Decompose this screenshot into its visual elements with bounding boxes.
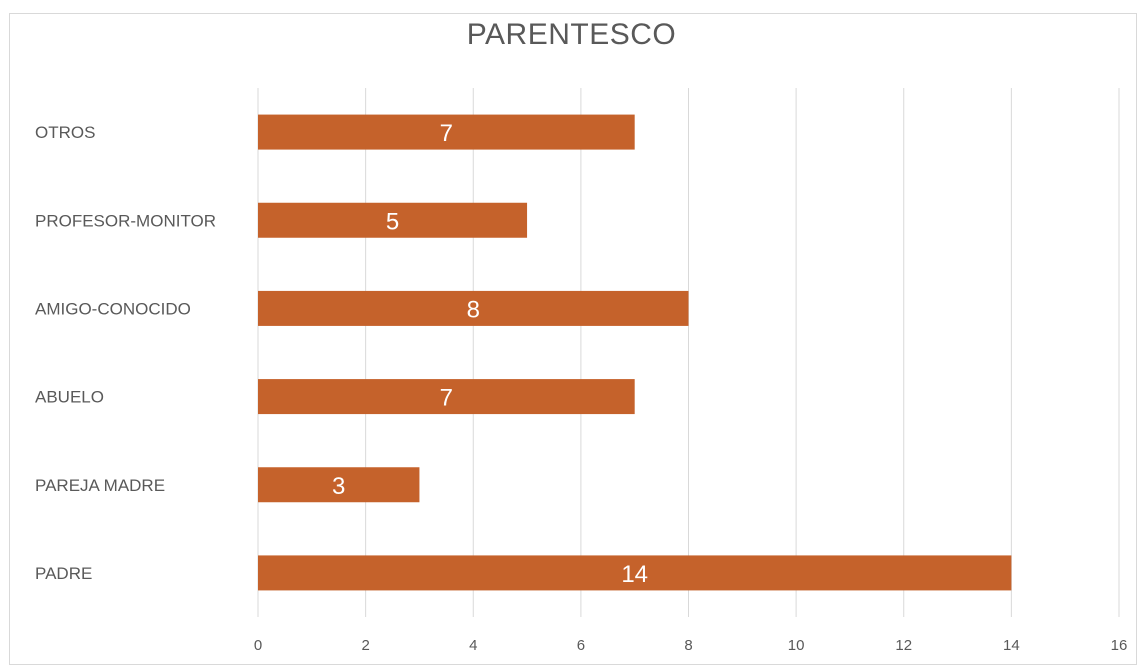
bar: [258, 379, 635, 415]
bar: [258, 467, 420, 503]
x-tick-label: 8: [684, 637, 692, 654]
data-label: 7: [440, 120, 453, 147]
data-label: 14: [621, 561, 648, 588]
data-label: 5: [386, 208, 399, 235]
data-label: 8: [467, 296, 480, 323]
x-tick-label: 0: [254, 637, 262, 654]
x-tick-label: 10: [788, 637, 805, 654]
x-tick-label: 16: [1111, 637, 1128, 654]
x-tick-label: 6: [577, 637, 585, 654]
category-labels: OTROS PROFESOR-MONITOR AMIGO-CONOCIDO ABUEL…: [35, 123, 216, 583]
bars: 7 5 8 7 3 14: [258, 114, 1012, 591]
category-label: PADRE: [35, 564, 92, 583]
chart-title: PARENTESCO: [466, 18, 677, 51]
x-tick-label: 2: [361, 637, 369, 654]
data-label: 3: [332, 473, 345, 500]
category-label: ABUELO: [35, 388, 104, 407]
category-label: PAREJA MADRE: [35, 476, 165, 495]
category-label: OTROS: [35, 123, 95, 142]
gridlines: [257, 88, 1120, 617]
x-tick-label: 4: [469, 637, 477, 654]
x-axis-ticks: 0 2 4 6 8 10 12 14 16: [254, 637, 1128, 654]
bar: [258, 202, 528, 238]
bar: [258, 114, 635, 150]
x-tick-label: 14: [1003, 637, 1020, 654]
data-label: 7: [440, 385, 453, 412]
category-label: PROFESOR-MONITOR: [35, 211, 216, 230]
bar: [258, 290, 689, 326]
category-label: AMIGO-CONOCIDO: [35, 299, 191, 318]
x-tick-label: 12: [895, 637, 912, 654]
bar: [258, 555, 1012, 591]
